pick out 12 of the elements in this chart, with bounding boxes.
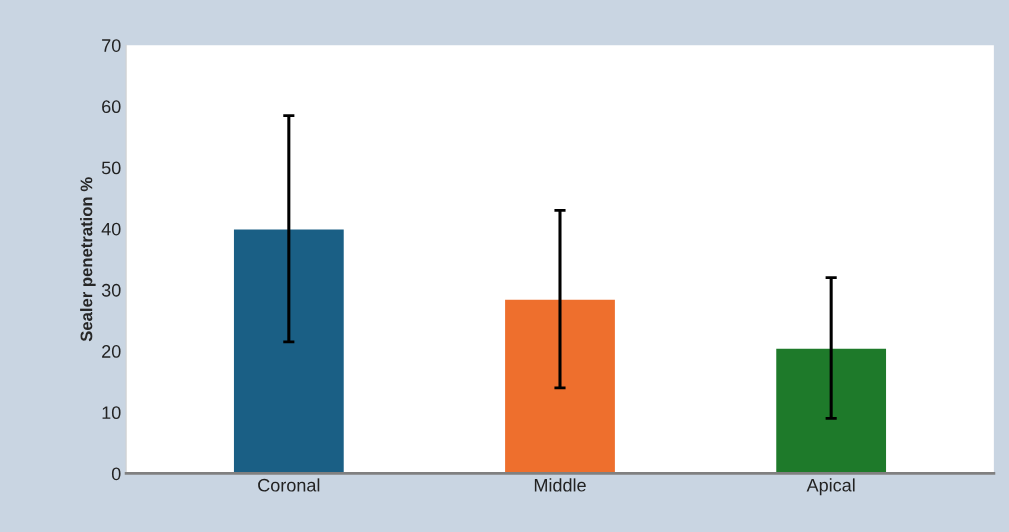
y-tick-label: 10 <box>102 406 121 420</box>
x-tick-label: Middle <box>534 478 586 492</box>
y-tick-label: 50 <box>101 161 121 175</box>
x-tick-label: Coronal <box>258 478 320 492</box>
y-tick-label: 40 <box>101 222 121 236</box>
y-tick-label: 60 <box>102 100 121 114</box>
y-tick-label: 30 <box>101 283 121 297</box>
x-tick-label: Apical <box>806 478 855 496</box>
y-axis-title: Sealer penetration % <box>80 177 96 342</box>
y-tick-label: 70 <box>102 39 121 52</box>
y-tick-label: 0 <box>111 467 121 481</box>
y-tick-label: 20 <box>102 345 121 358</box>
